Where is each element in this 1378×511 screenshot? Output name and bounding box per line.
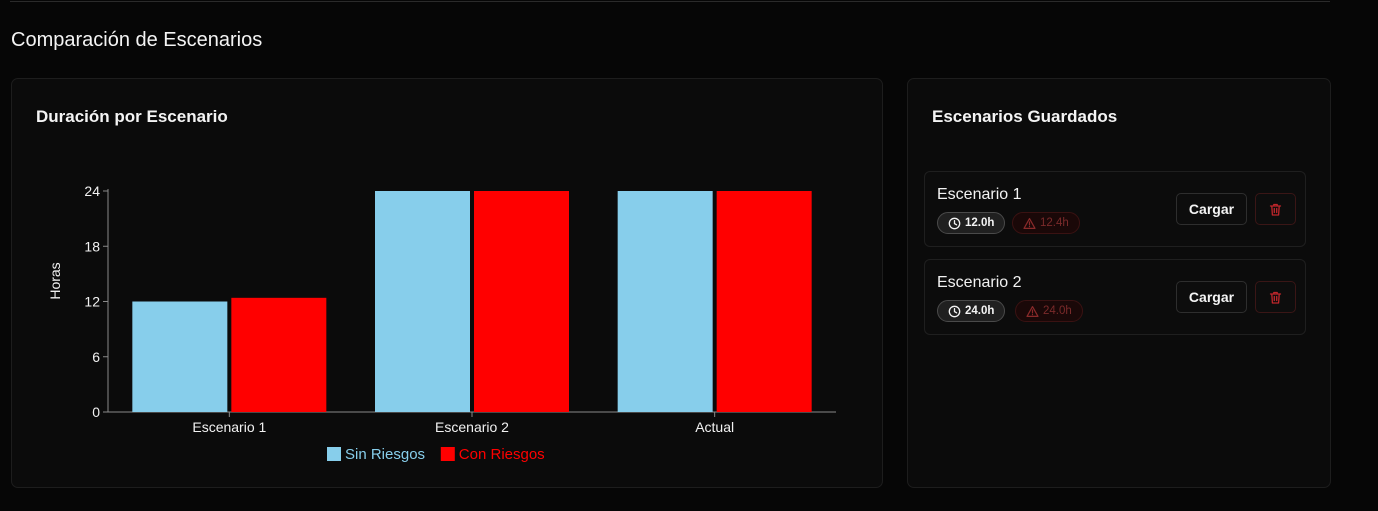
risk-badge: 12.4h (1012, 212, 1080, 234)
x-tick-label: Actual (695, 419, 734, 435)
scenario-row: Escenario 1 12.0h 12.4h Cargar (924, 171, 1306, 247)
y-axis-label: Horas (47, 262, 63, 299)
duration-badge: 24.0h (937, 300, 1006, 322)
y-tick-label: 12 (84, 294, 100, 310)
y-tick-label: 0 (92, 404, 100, 420)
bar-chart: Horas 0 6 12 18 24 Escenario 1 Escenario 2 Actu… (47, 183, 836, 463)
clock-icon (948, 305, 961, 318)
y-tick-label: 18 (84, 238, 100, 254)
legend-swatch (440, 447, 455, 461)
legend-label: Con Riesgos (459, 446, 545, 463)
warning-icon (1026, 305, 1039, 318)
clock-icon (948, 217, 961, 230)
risk-value: 24.0h (1043, 305, 1072, 317)
scenario-name: Escenario 2 (937, 274, 1022, 291)
load-button[interactable]: Cargar (1176, 281, 1247, 313)
x-tick-label: Escenario 1 (192, 419, 266, 435)
bar-sin-riesgos (375, 191, 470, 412)
risk-value: 12.4h (1040, 217, 1069, 229)
x-tick-label: Escenario 2 (435, 419, 509, 435)
load-button[interactable]: Cargar (1176, 193, 1247, 225)
duration-value: 24.0h (965, 305, 995, 317)
chart-card-title: Duración por Escenario (36, 107, 228, 126)
risk-badge: 24.0h (1015, 300, 1083, 322)
top-divider (10, 1, 1330, 2)
y-tick-label: 24 (84, 183, 100, 199)
legend-label: Sin Riesgos (345, 446, 425, 463)
duration-value: 12.0h (965, 217, 995, 229)
saved-scenarios-card: Escenarios Guardados Escenario 1 12.0h 1… (907, 78, 1331, 488)
scenario-name: Escenario 1 (937, 186, 1022, 203)
trash-icon (1268, 202, 1283, 217)
bar-con-riesgos (231, 297, 327, 412)
chart-card: Duración por Escenario Horas 0 6 12 18 24 Esc… (11, 78, 883, 488)
scenario-row: Escenario 2 24.0h 24.0h Cargar (924, 259, 1306, 335)
delete-button[interactable] (1255, 193, 1296, 225)
y-tick-label: 6 (92, 349, 100, 365)
bar-sin-riesgos (617, 191, 713, 412)
bar-con-riesgos (474, 191, 569, 412)
delete-button[interactable] (1255, 281, 1296, 313)
trash-icon (1268, 290, 1283, 305)
duration-badge: 12.0h (937, 212, 1006, 234)
legend-swatch (327, 447, 341, 461)
bar-con-riesgos (716, 191, 812, 412)
warning-icon (1023, 217, 1036, 230)
section-title: Comparación de Escenarios (11, 29, 263, 51)
bar-sin-riesgos (132, 301, 228, 412)
saved-card-title: Escenarios Guardados (932, 107, 1118, 126)
